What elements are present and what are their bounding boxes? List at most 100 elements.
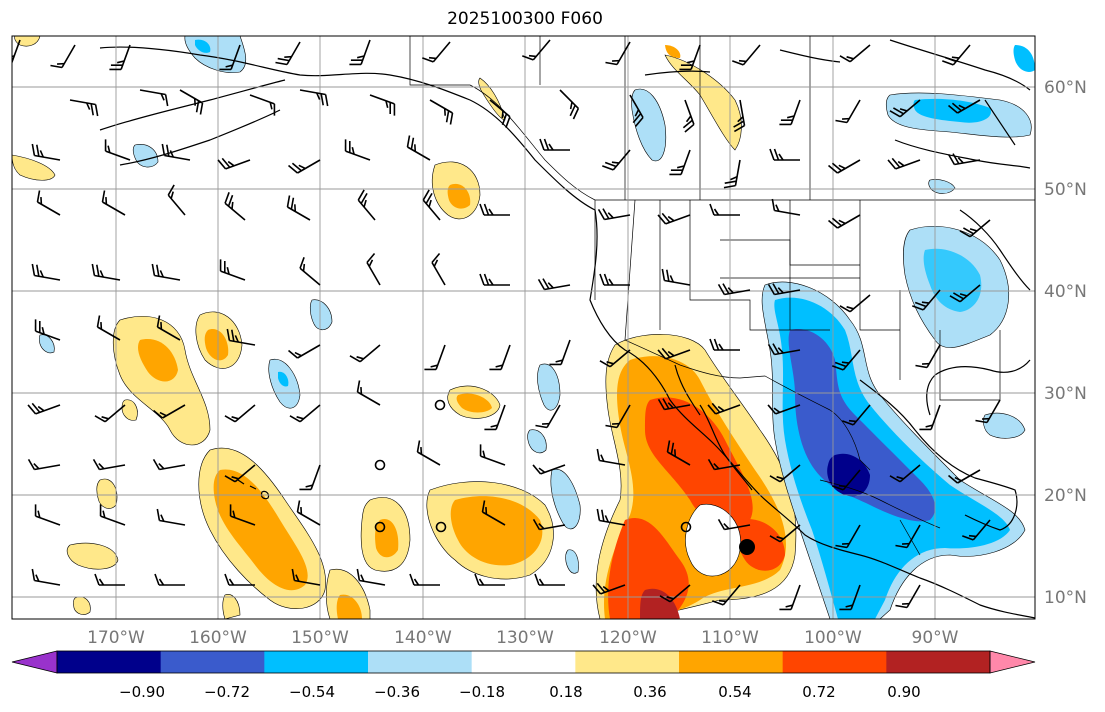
wind-barb [27, 402, 61, 415]
wind-barb [732, 44, 761, 66]
wind-barb [948, 469, 981, 484]
wind-barb [422, 41, 451, 63]
wind-barb [539, 138, 570, 151]
wind-barb [429, 99, 454, 125]
wind-barb [712, 584, 741, 606]
map-title: 2025100300 F060 [447, 9, 603, 29]
wind-barb [288, 344, 321, 359]
wind-barb [599, 349, 631, 368]
wind-barb [707, 458, 741, 471]
wind-barb [839, 294, 871, 313]
calm-wind-circles [374, 399, 692, 533]
wind-barb [34, 319, 61, 341]
colorbar-segment [679, 651, 784, 673]
wind-barb [596, 448, 626, 466]
wind-barb [769, 148, 800, 161]
wind-barb [406, 135, 431, 161]
colorbar-tick-label: −0.72 [204, 683, 250, 701]
wind-barb [366, 253, 381, 286]
wind-barb [532, 464, 566, 475]
wind-barb [101, 190, 126, 216]
wind-barb [839, 44, 871, 63]
wind-barb [669, 149, 691, 176]
wind-barb [596, 508, 626, 526]
lat-label: 60°N [1044, 78, 1087, 98]
wind-barb [659, 584, 691, 603]
wind-barb [535, 404, 561, 429]
wind-barb [151, 263, 181, 281]
wind-barb [109, 44, 131, 71]
wind-barb [532, 518, 566, 531]
wind-barb [733, 99, 746, 133]
colorbar-tick-label: 0.18 [549, 683, 582, 701]
wind-barb [597, 208, 631, 221]
wind-barb [299, 89, 329, 107]
wind-barb [416, 440, 441, 466]
colorbar-tick-label: 0.90 [887, 683, 920, 701]
wind-barb [767, 283, 801, 296]
lat-label: 40°N [1044, 282, 1087, 302]
wind-barb [424, 344, 446, 371]
colorbar-extend-max [989, 650, 1036, 674]
wind-barb [779, 584, 801, 611]
lon-label: 150°W [291, 628, 349, 648]
wind-barb [895, 584, 921, 609]
wind-barb [912, 289, 941, 311]
wind-barb [919, 404, 941, 431]
wind-barb [349, 39, 371, 66]
wind-barb [31, 263, 61, 281]
wind-barb [549, 339, 571, 366]
wind-barb [779, 99, 801, 126]
colorbar-segment [471, 651, 576, 673]
wind-barb [605, 41, 631, 66]
wind-barb [657, 398, 691, 411]
wind-barb [369, 94, 396, 116]
wind-barb [161, 143, 191, 161]
wind-barb [226, 328, 256, 346]
wind-barb [592, 582, 626, 595]
wind-barb [288, 159, 321, 174]
wind-barb [27, 458, 61, 471]
wind-barb [947, 153, 981, 166]
wind-barb [299, 257, 321, 286]
wind-barb [537, 278, 571, 291]
lon-label: 160°W [189, 628, 247, 648]
longitude-labels: 170°W 160°W 150°W 140°W 130°W 120°W 110°… [87, 628, 959, 648]
wind-barb [156, 508, 186, 526]
wind-barb [409, 573, 440, 586]
wind-barb [484, 404, 506, 431]
colorbar [11, 650, 1036, 674]
wind-barb [962, 519, 991, 541]
wind-barb [349, 344, 381, 363]
wind-barb [679, 44, 701, 71]
wind-barb [723, 159, 741, 189]
wind-barb [156, 315, 181, 341]
wind-barb [949, 284, 981, 303]
wind-barb [489, 344, 511, 371]
wind-barb [828, 159, 861, 174]
wind-barb [889, 99, 921, 118]
wind-barb [605, 404, 631, 429]
wind-barb [887, 157, 921, 170]
wind-barb [275, 41, 301, 66]
negative-anomaly-pacific [38, 36, 667, 574]
colorbar-segment [264, 651, 369, 673]
wind-barb [291, 568, 321, 586]
wind-barb [769, 464, 801, 483]
wind-barb [50, 44, 76, 69]
wind-barb [599, 273, 630, 286]
colorbar-tick-label: 0.72 [802, 683, 835, 701]
wind-barb [915, 344, 941, 369]
wind-barb [479, 273, 510, 286]
wind-barb [481, 500, 506, 526]
wind-barb [139, 89, 169, 107]
wind-barb [832, 469, 861, 491]
positive-anomaly-central-pacific [12, 36, 742, 619]
wind-barb [356, 568, 386, 586]
lon-label: 170°W [87, 628, 145, 648]
wind-barb [839, 584, 861, 611]
wind-barb [657, 212, 691, 225]
wind-barb [217, 157, 251, 170]
wind-barb [682, 99, 695, 133]
colorbar-tick-label: −0.54 [289, 683, 335, 701]
